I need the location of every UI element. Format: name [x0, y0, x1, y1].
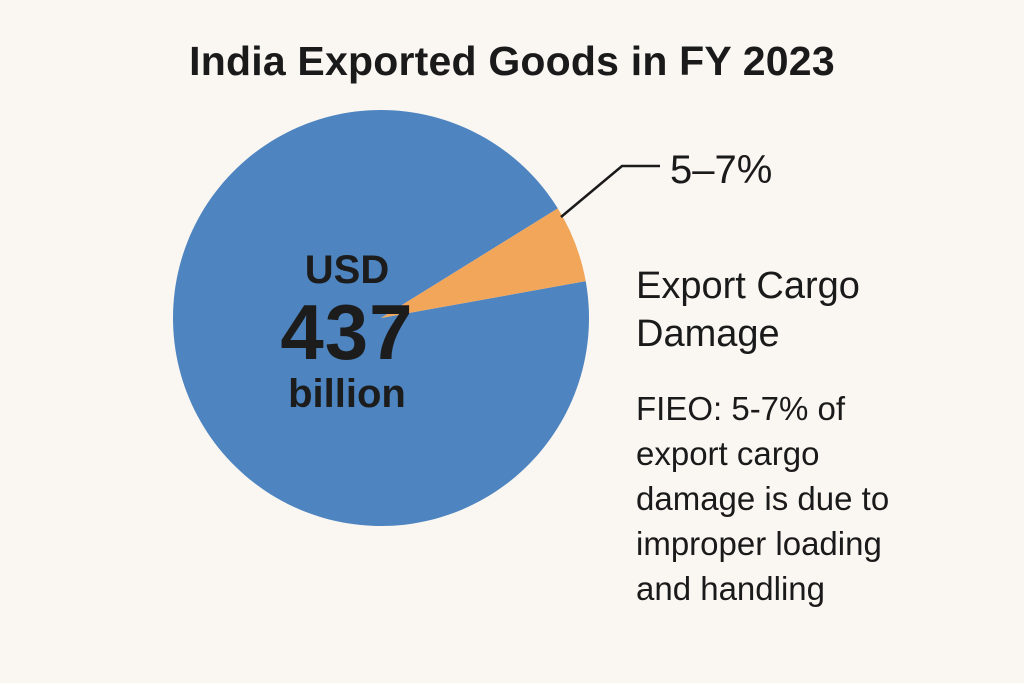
export-total: USD 437 billion	[262, 248, 432, 416]
pie-slice-damage	[381, 208, 586, 318]
side-note: FIEO: 5-7% of export cargo damage is due…	[636, 390, 890, 607]
leader-line	[560, 164, 660, 218]
side-heading: Export Cargo Damage	[636, 265, 860, 355]
slice-label-damage: 5–7%	[670, 148, 773, 192]
chart-title: India Exported Goods in FY 2023	[189, 38, 835, 84]
export-total-unit: USD	[304, 248, 390, 292]
export-total-scale: billion	[288, 372, 406, 416]
export-total-value: 437	[280, 288, 414, 376]
pie-slice-main	[173, 109, 589, 526]
